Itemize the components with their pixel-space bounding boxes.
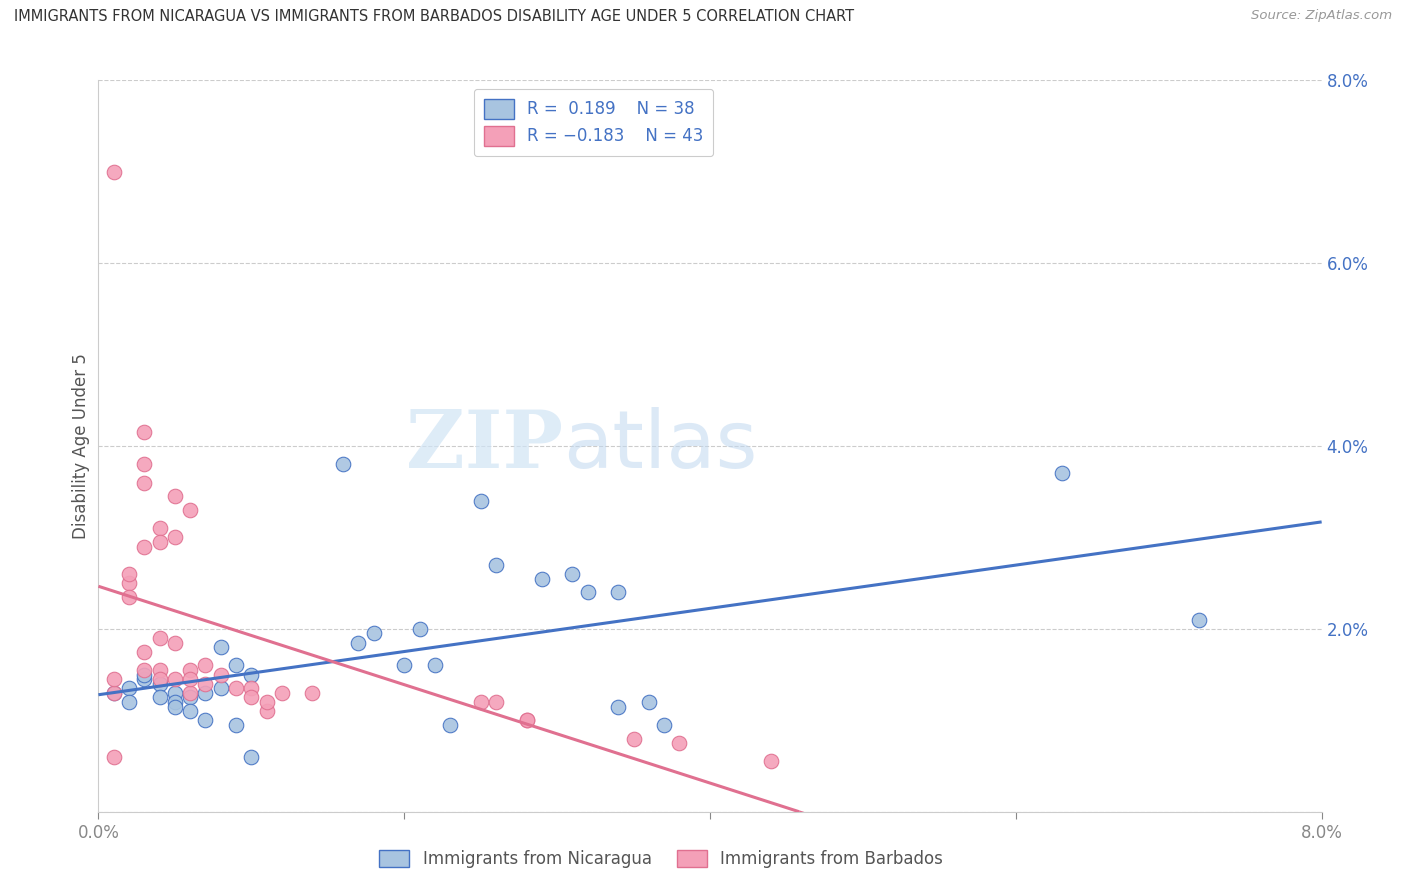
Point [209, 681, 232, 696]
Point [256, 695, 278, 709]
Point [163, 699, 186, 714]
Point [103, 164, 125, 178]
Point [607, 585, 630, 599]
Point [576, 585, 599, 599]
Point [103, 686, 125, 700]
Point [225, 681, 247, 696]
Point [485, 558, 508, 572]
Point [668, 736, 690, 750]
Point [149, 676, 172, 690]
Point [179, 503, 201, 517]
Point [118, 695, 141, 709]
Point [103, 749, 125, 764]
Point [209, 667, 232, 681]
Legend: Immigrants from Nicaragua, Immigrants from Barbados: Immigrants from Nicaragua, Immigrants fr… [371, 842, 952, 877]
Point [103, 672, 125, 686]
Point [240, 690, 263, 705]
Point [561, 567, 583, 582]
Point [134, 540, 156, 554]
Point [163, 530, 186, 544]
Point [607, 699, 630, 714]
Point [270, 686, 294, 700]
Point [149, 690, 172, 705]
Point [163, 635, 186, 649]
Point [179, 663, 201, 677]
Point [134, 425, 156, 440]
Y-axis label: Disability Age Under 5: Disability Age Under 5 [72, 353, 90, 539]
Point [623, 731, 645, 746]
Point [149, 672, 172, 686]
Point [118, 681, 141, 696]
Point [408, 622, 430, 636]
Text: ZIP: ZIP [406, 407, 564, 485]
Point [179, 686, 201, 700]
Point [1188, 613, 1211, 627]
Point [423, 658, 446, 673]
Point [179, 672, 201, 686]
Point [149, 521, 172, 535]
Point [149, 663, 172, 677]
Point [256, 704, 278, 718]
Point [118, 576, 141, 591]
Point [225, 658, 247, 673]
Point [194, 686, 217, 700]
Text: IMMIGRANTS FROM NICARAGUA VS IMMIGRANTS FROM BARBADOS DISABILITY AGE UNDER 5 COR: IMMIGRANTS FROM NICARAGUA VS IMMIGRANTS … [14, 9, 855, 24]
Point [134, 667, 156, 681]
Point [149, 535, 172, 549]
Point [194, 658, 217, 673]
Text: Source: ZipAtlas.com: Source: ZipAtlas.com [1251, 9, 1392, 22]
Point [516, 714, 538, 728]
Point [103, 686, 125, 700]
Point [637, 695, 661, 709]
Point [163, 695, 186, 709]
Point [470, 695, 492, 709]
Point [439, 718, 461, 732]
Point [134, 663, 156, 677]
Point [194, 714, 217, 728]
Point [163, 672, 186, 686]
Point [149, 631, 172, 645]
Point [759, 755, 782, 769]
Point [1050, 467, 1073, 481]
Point [179, 690, 201, 705]
Point [347, 635, 370, 649]
Point [470, 493, 492, 508]
Point [194, 676, 217, 690]
Point [392, 658, 416, 673]
Point [163, 489, 186, 503]
Point [118, 567, 141, 582]
Point [179, 704, 201, 718]
Point [209, 640, 232, 655]
Text: atlas: atlas [564, 407, 758, 485]
Point [134, 458, 156, 472]
Point [134, 475, 156, 490]
Point [134, 645, 156, 659]
Point [516, 714, 538, 728]
Point [332, 458, 354, 472]
Point [485, 695, 508, 709]
Point [225, 718, 247, 732]
Point [301, 686, 323, 700]
Point [240, 667, 263, 681]
Point [363, 626, 385, 640]
Point [530, 572, 553, 586]
Point [240, 749, 263, 764]
Point [134, 672, 156, 686]
Point [652, 718, 675, 732]
Point [240, 681, 263, 696]
Point [163, 686, 186, 700]
Point [118, 590, 141, 604]
